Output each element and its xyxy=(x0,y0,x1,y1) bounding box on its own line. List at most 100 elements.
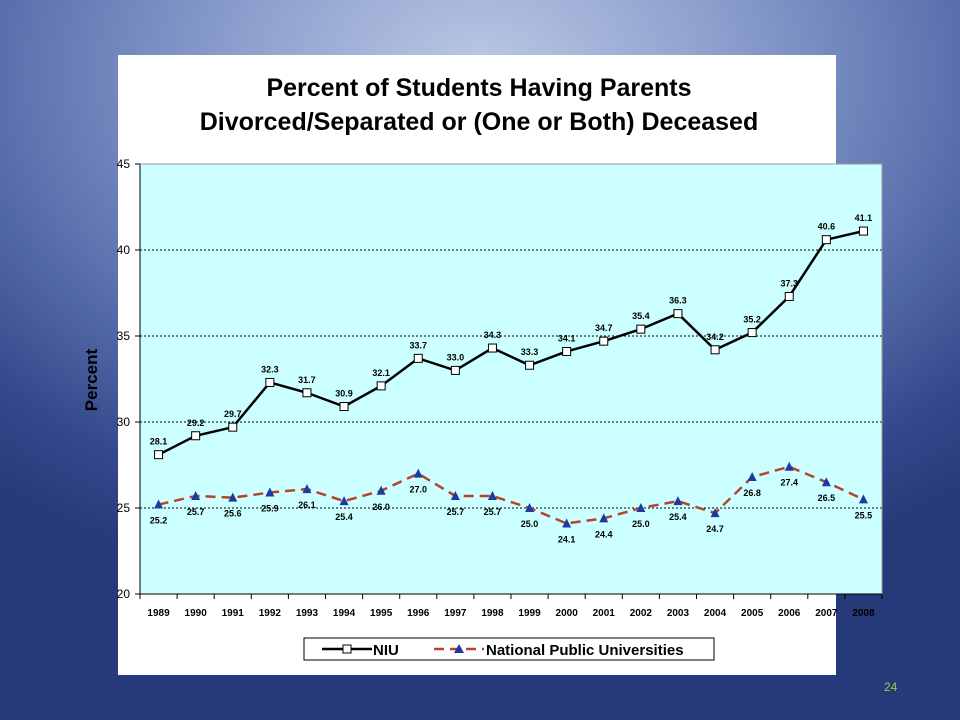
data-point-national xyxy=(339,496,349,506)
page-number: 24 xyxy=(884,680,898,694)
data-point-niu xyxy=(302,388,312,398)
data-point-national xyxy=(747,472,757,482)
data-point-national xyxy=(487,490,497,500)
x-tick-label: 2004 xyxy=(704,608,727,619)
x-tick-label: 2007 xyxy=(815,608,838,619)
data-label-niu: 32.3 xyxy=(261,364,279,374)
data-label-national: 25.5 xyxy=(855,510,873,520)
x-tick-label: 2001 xyxy=(593,608,616,619)
plot-area xyxy=(140,164,882,594)
data-point-niu xyxy=(710,345,720,355)
data-point-niu xyxy=(265,377,275,387)
legend: NIU National Public Universities xyxy=(303,637,715,661)
data-point-national xyxy=(821,477,831,487)
data-label-niu: 33.7 xyxy=(409,340,427,350)
x-tick-label: 1992 xyxy=(259,608,282,619)
data-point-niu xyxy=(339,402,349,412)
data-label-national: 25.0 xyxy=(632,519,650,529)
data-label-national: 25.0 xyxy=(521,519,539,529)
data-label-niu: 36.3 xyxy=(669,296,687,306)
data-label-national: 27.4 xyxy=(780,478,798,488)
y-tick-label: 30 xyxy=(117,415,131,429)
series-line-niu xyxy=(157,229,864,456)
x-tick-label: 2006 xyxy=(778,608,801,619)
data-point-niu xyxy=(450,365,460,375)
data-point-national xyxy=(525,503,535,512)
data-point-national xyxy=(784,461,794,471)
data-point-niu xyxy=(487,343,497,353)
data-label-national: 26.0 xyxy=(372,502,390,512)
data-label-niu: 33.0 xyxy=(447,352,465,362)
data-label-niu: 34.3 xyxy=(484,330,502,340)
data-label-niu: 34.1 xyxy=(558,333,576,343)
data-label-niu: 32.1 xyxy=(372,368,390,378)
data-point-niu xyxy=(191,431,201,441)
data-point-niu xyxy=(154,450,164,460)
data-point-niu xyxy=(673,309,683,319)
x-tick-label: 1990 xyxy=(185,608,208,619)
data-label-niu: 28.1 xyxy=(150,437,168,447)
x-tick-label: 1989 xyxy=(147,608,170,619)
legend-marker-national xyxy=(454,644,464,653)
data-point-national xyxy=(413,468,423,478)
data-label-niu: 35.4 xyxy=(632,311,650,321)
y-tick-label: 45 xyxy=(117,157,131,171)
data-point-niu xyxy=(599,336,609,346)
y-tick-label: 35 xyxy=(117,329,131,343)
data-point-niu xyxy=(784,291,794,301)
x-tick-label: 1991 xyxy=(222,608,245,619)
data-label-national: 27.0 xyxy=(409,485,427,495)
data-label-niu: 33.3 xyxy=(521,347,539,357)
data-point-niu xyxy=(636,324,646,334)
data-point-national xyxy=(673,496,683,506)
chart-title-line-2: Divorced/Separated or (One or Both) Dece… xyxy=(200,108,758,136)
data-label-national: 26.5 xyxy=(818,493,836,503)
data-point-niu xyxy=(858,226,868,236)
data-point-national xyxy=(599,513,609,523)
x-tick-label: 1997 xyxy=(444,608,467,619)
data-label-niu: 29.7 xyxy=(224,409,242,419)
x-tick-label: 2002 xyxy=(630,608,653,619)
x-tick-label: 2005 xyxy=(741,608,764,619)
chart-title-line-1: Percent of Students Having Parents xyxy=(266,74,691,102)
data-point-niu xyxy=(413,353,423,363)
data-point-national xyxy=(302,484,312,494)
data-point-national xyxy=(562,518,572,528)
data-label-national: 25.2 xyxy=(150,516,168,526)
data-label-national: 25.9 xyxy=(261,504,279,514)
data-label-niu: 34.7 xyxy=(595,323,613,333)
data-point-national xyxy=(710,508,720,518)
x-tick-label: 2000 xyxy=(556,608,579,619)
x-tick-label: 1996 xyxy=(407,608,430,619)
x-tick-label: 2008 xyxy=(852,608,875,619)
legend-label-niu: NIU xyxy=(373,642,399,659)
data-label-niu: 37.3 xyxy=(780,278,798,288)
data-label-niu: 35.2 xyxy=(743,315,761,325)
data-label-niu: 29.2 xyxy=(187,418,205,428)
data-label-national: 26.1 xyxy=(298,500,316,510)
data-point-niu xyxy=(228,422,238,432)
data-label-national: 26.8 xyxy=(743,488,761,498)
y-tick-label: 20 xyxy=(117,587,131,601)
legend-marker-niu xyxy=(342,644,352,654)
data-point-national xyxy=(636,503,646,512)
data-label-niu: 40.6 xyxy=(818,222,836,232)
data-point-national xyxy=(228,492,238,502)
data-label-niu: 31.7 xyxy=(298,375,316,385)
data-point-national xyxy=(376,485,386,495)
y-tick-label: 40 xyxy=(117,243,131,257)
x-tick-label: 1998 xyxy=(481,608,504,619)
data-label-national: 25.7 xyxy=(447,507,465,517)
x-tick-label: 1999 xyxy=(518,608,541,619)
data-point-national xyxy=(154,499,164,509)
data-point-national xyxy=(858,494,868,504)
y-tick-label: 25 xyxy=(117,501,131,515)
data-label-niu: 41.1 xyxy=(855,213,873,223)
data-point-niu xyxy=(821,235,831,245)
legend-box xyxy=(303,637,715,661)
data-label-national: 24.7 xyxy=(706,524,724,534)
data-label-national: 25.4 xyxy=(335,512,353,522)
data-point-niu xyxy=(562,346,572,356)
data-label-national: 24.4 xyxy=(595,529,613,539)
